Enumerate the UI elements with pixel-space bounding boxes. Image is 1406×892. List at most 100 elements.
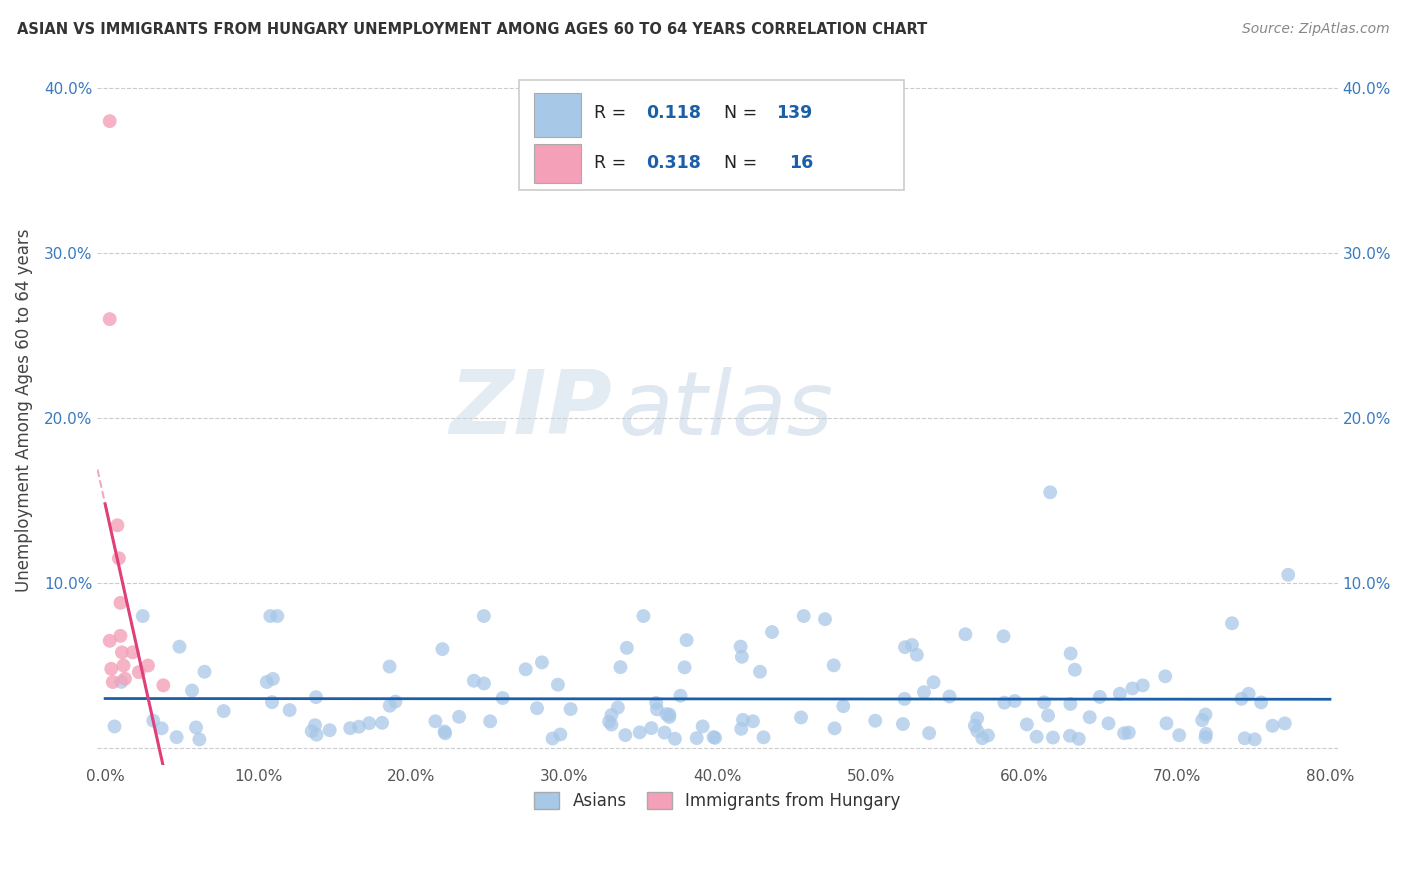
Point: [1108, 687, 1130, 701]
Point: [371, 715, 394, 730]
FancyBboxPatch shape: [534, 144, 581, 183]
Point: [105, 518, 128, 533]
Point: [1097, 716, 1119, 731]
Point: [121, 645, 143, 659]
Point: [865, 714, 887, 728]
Point: [1168, 728, 1191, 742]
Point: [111, 645, 134, 659]
Point: [628, 725, 651, 739]
Point: [640, 721, 662, 735]
Point: [560, 702, 582, 716]
Point: [110, 596, 132, 610]
Point: [1118, 725, 1140, 739]
Point: [1132, 678, 1154, 692]
Text: Source: ZipAtlas.com: Source: ZipAtlas.com: [1241, 22, 1389, 37]
Point: [938, 690, 960, 704]
Point: [1004, 694, 1026, 708]
Point: [301, 724, 323, 739]
Point: [1261, 719, 1284, 733]
Point: [128, 665, 150, 680]
Point: [704, 731, 727, 745]
Point: [256, 675, 278, 690]
Point: [790, 710, 813, 724]
Point: [1059, 697, 1081, 711]
Point: [793, 609, 815, 624]
Point: [110, 674, 132, 689]
Point: [132, 609, 155, 624]
Point: [142, 714, 165, 728]
Point: [169, 640, 191, 654]
Point: [259, 609, 281, 624]
Point: [188, 732, 211, 747]
Point: [645, 702, 668, 716]
Point: [703, 730, 725, 744]
Point: [432, 642, 454, 657]
Point: [101, 675, 124, 690]
Point: [260, 695, 283, 709]
Point: [305, 690, 328, 705]
Point: [823, 658, 845, 673]
Point: [658, 707, 681, 722]
Point: [901, 638, 924, 652]
FancyBboxPatch shape: [519, 80, 904, 190]
Point: [664, 731, 686, 746]
Point: [425, 714, 447, 729]
Point: [598, 714, 620, 729]
Point: [262, 672, 284, 686]
Point: [609, 660, 631, 674]
Point: [472, 676, 495, 690]
Point: [1114, 726, 1136, 740]
Point: [112, 658, 135, 673]
Point: [1274, 716, 1296, 731]
Point: [1191, 713, 1213, 727]
Point: [100, 662, 122, 676]
Text: atlas: atlas: [619, 367, 834, 453]
Point: [669, 689, 692, 703]
Point: [98, 114, 121, 128]
Point: [1243, 732, 1265, 747]
Point: [658, 710, 681, 724]
Point: [110, 629, 132, 643]
Point: [742, 714, 765, 729]
Point: [359, 716, 381, 731]
Point: [1156, 716, 1178, 731]
Point: [1154, 669, 1177, 683]
Point: [972, 731, 994, 746]
Point: [479, 714, 502, 729]
Point: [731, 713, 754, 727]
Point: [814, 612, 837, 626]
Point: [1063, 663, 1085, 677]
Point: [266, 609, 288, 624]
Text: N =: N =: [724, 104, 762, 122]
Text: ZIP: ZIP: [450, 367, 612, 453]
Point: [433, 724, 456, 739]
Point: [1059, 647, 1081, 661]
Point: [305, 728, 328, 742]
FancyBboxPatch shape: [534, 93, 581, 136]
Point: [977, 728, 1000, 742]
Point: [891, 717, 914, 731]
Point: [304, 718, 326, 732]
Point: [966, 723, 988, 738]
Point: [378, 659, 401, 673]
Point: [103, 719, 125, 733]
Point: [98, 312, 121, 326]
Point: [1033, 695, 1056, 709]
Point: [894, 640, 917, 655]
Text: N =: N =: [724, 154, 762, 172]
Point: [832, 699, 855, 714]
Point: [912, 685, 935, 699]
Point: [1233, 731, 1256, 746]
Text: 16: 16: [790, 154, 814, 172]
Point: [449, 710, 471, 724]
Text: R =: R =: [593, 104, 631, 122]
Point: [1237, 687, 1260, 701]
Point: [526, 701, 548, 715]
Point: [98, 633, 121, 648]
Point: [730, 722, 752, 736]
Point: [654, 725, 676, 739]
Point: [1088, 690, 1111, 704]
Y-axis label: Unemployment Among Ages 60 to 64 years: Unemployment Among Ages 60 to 64 years: [15, 228, 32, 591]
Point: [378, 698, 401, 713]
Point: [463, 673, 485, 688]
